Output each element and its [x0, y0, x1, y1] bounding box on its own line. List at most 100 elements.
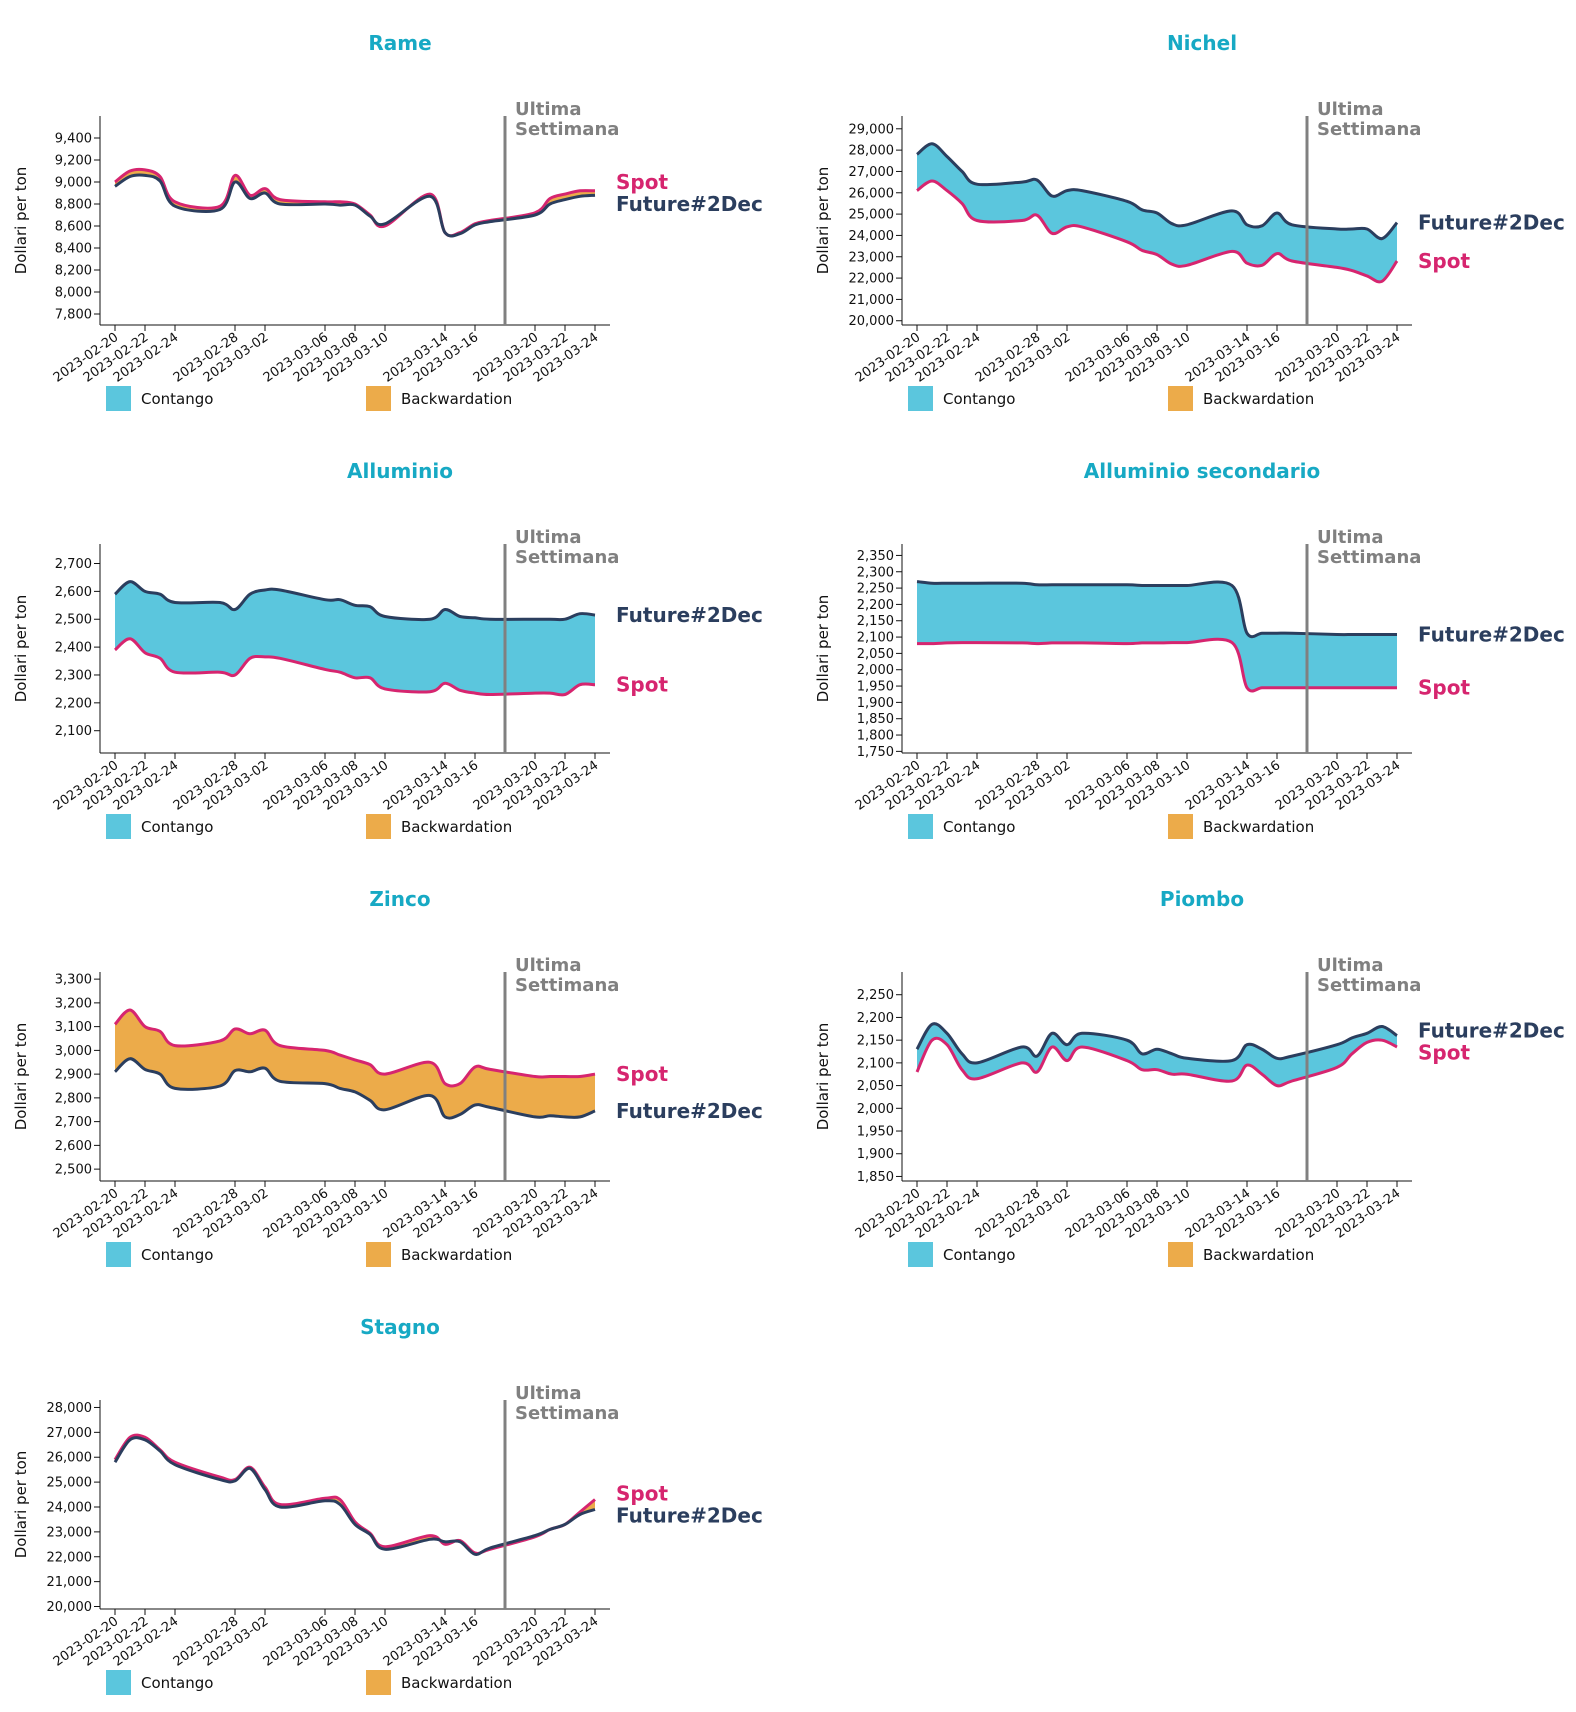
legend-label-backwardation: Backwardation: [401, 818, 512, 836]
y-tick-label: 2,300: [857, 565, 894, 580]
chart-panel-alluminio-secondario: Alluminio secondario Dollari per ton 1,750…: [802, 428, 1576, 856]
y-tick-label: 2,200: [857, 1011, 894, 1026]
legend-swatch-backwardation: [366, 386, 391, 411]
y-tick-label: 2,200: [55, 696, 92, 711]
legend-swatch-backwardation: [1168, 1242, 1193, 1267]
y-tick-label: 2,900: [55, 1068, 92, 1083]
annotation-line-2: Settimana: [515, 547, 619, 568]
annotation-line-1: Ultima: [515, 955, 581, 976]
y-tick-label: 21,000: [849, 293, 895, 308]
spot-line: [114, 167, 596, 238]
future-line: [114, 173, 596, 238]
chart-title: Piombo: [1160, 887, 1244, 911]
legend-label-backwardation: Backwardation: [1203, 390, 1314, 408]
annotation-line-1: Ultima: [515, 1383, 581, 1404]
future-series-label: Future#2Dec: [1418, 622, 1565, 646]
spot-line: [916, 179, 1399, 284]
y-tick-label: 21,000: [47, 1575, 93, 1590]
y-tick-label: 9,200: [55, 154, 92, 169]
y-tick-label: 8,200: [55, 264, 92, 279]
annotation-line-1: Ultima: [515, 99, 581, 120]
y-axis-label: Dollari per ton: [814, 595, 832, 703]
y-tick-label: 2,050: [857, 1079, 894, 1094]
y-tick-label: 2,500: [55, 613, 92, 628]
y-tick-label: 1,750: [857, 745, 894, 760]
legend-label-contango: Contango: [141, 1674, 213, 1692]
y-tick-label: 20,000: [849, 314, 895, 329]
y-tick-label: 2,600: [55, 585, 92, 600]
y-tick-label: 27,000: [47, 1426, 93, 1441]
y-tick-label: 7,800: [55, 308, 92, 323]
future-line: [916, 580, 1397, 639]
legend-swatch-contango: [106, 386, 131, 411]
y-axis-label: Dollari per ton: [814, 167, 832, 275]
chart-svg: Alluminio Dollari per ton 2,100 2,200 2,300 2…: [12, 459, 763, 839]
chart-panel-piombo: Piombo Dollari per ton 1,850 1,900 1,950 2,00…: [802, 856, 1576, 1284]
legend-label-backwardation: Backwardation: [1203, 1246, 1314, 1264]
contango-area: [917, 581, 1397, 691]
y-tick-label: 8,600: [55, 220, 92, 235]
y-tick-label: 3,000: [55, 1044, 92, 1059]
y-tick-label: 24,000: [849, 229, 895, 244]
future-line: [113, 1436, 596, 1556]
y-tick-label: 25,000: [849, 208, 895, 223]
y-tick-label: 2,100: [55, 724, 92, 739]
annotation-line-2: Settimana: [515, 975, 619, 996]
y-axis-label: Dollari per ton: [12, 167, 30, 275]
legend-label-contango: Contango: [943, 390, 1015, 408]
y-tick-label: 3,100: [55, 1020, 92, 1035]
y-tick-label: 23,000: [47, 1525, 93, 1540]
future-series-label: Future#2Dec: [616, 1099, 763, 1123]
spot-line: [113, 1433, 596, 1555]
y-tick-label: 9,400: [55, 132, 92, 147]
legend-label-contango: Contango: [141, 818, 213, 836]
annotation-line-1: Ultima: [1317, 527, 1383, 548]
spot-series-label: Spot: [616, 170, 668, 194]
y-axis-label: Dollari per ton: [12, 1023, 30, 1131]
y-tick-label: 2,250: [857, 988, 894, 1003]
chart-title: Alluminio secondario: [1084, 459, 1321, 483]
chart-svg: Piombo Dollari per ton 1,850 1,900 1,950 2,00…: [814, 887, 1565, 1267]
annotation-line-2: Settimana: [515, 119, 619, 140]
y-tick-label: 2,350: [857, 549, 894, 564]
y-tick-label: 2,050: [857, 647, 894, 662]
y-tick-label: 26,000: [47, 1451, 93, 1466]
future-line: [915, 1022, 1398, 1065]
legend-swatch-backwardation: [366, 1670, 391, 1695]
legend-swatch-contango: [106, 1242, 131, 1267]
y-tick-label: 2,600: [55, 1139, 92, 1154]
y-tick-label: 22,000: [47, 1550, 93, 1565]
legend-label-contango: Contango: [141, 390, 213, 408]
y-tick-label: 23,000: [849, 250, 895, 265]
chart-title: Nichel: [1167, 31, 1237, 55]
annotation-line-1: Ultima: [1317, 99, 1383, 120]
legend-label-backwardation: Backwardation: [1203, 818, 1314, 836]
contango-area: [115, 1437, 595, 1555]
annotation-line-1: Ultima: [515, 527, 581, 548]
y-axis-label: Dollari per ton: [12, 595, 30, 703]
legend-swatch-contango: [106, 1670, 131, 1695]
spot-series-label: Spot: [1418, 1040, 1470, 1064]
y-tick-label: 1,950: [857, 1125, 894, 1140]
annotation-line-1: Ultima: [1317, 955, 1383, 976]
y-tick-label: 2,700: [55, 1115, 92, 1130]
y-tick-label: 2,200: [857, 598, 894, 613]
y-tick-label: 8,400: [55, 242, 92, 257]
future-series-label: Future#2Dec: [616, 192, 763, 216]
y-tick-label: 3,300: [55, 973, 92, 988]
y-tick-label: 2,150: [857, 614, 894, 629]
legend-swatch-backwardation: [1168, 386, 1193, 411]
y-tick-label: 3,200: [55, 996, 92, 1011]
chart-svg: Stagno Dollari per ton 20,000 21,000 22,000 2…: [12, 1315, 763, 1695]
legend-swatch-contango: [908, 1242, 933, 1267]
future-series-label: Future#2Dec: [1418, 1018, 1565, 1042]
legend-swatch-backwardation: [1168, 814, 1193, 839]
y-tick-label: 1,900: [857, 1147, 894, 1162]
spot-series-label: Spot: [616, 1482, 668, 1506]
legend-label-contango: Contango: [943, 818, 1015, 836]
annotation-line-2: Settimana: [515, 1403, 619, 1424]
legend-swatch-contango: [908, 386, 933, 411]
y-tick-label: 29,000: [849, 122, 895, 137]
y-tick-label: 8,800: [55, 198, 92, 213]
y-tick-label: 2,500: [55, 1163, 92, 1178]
